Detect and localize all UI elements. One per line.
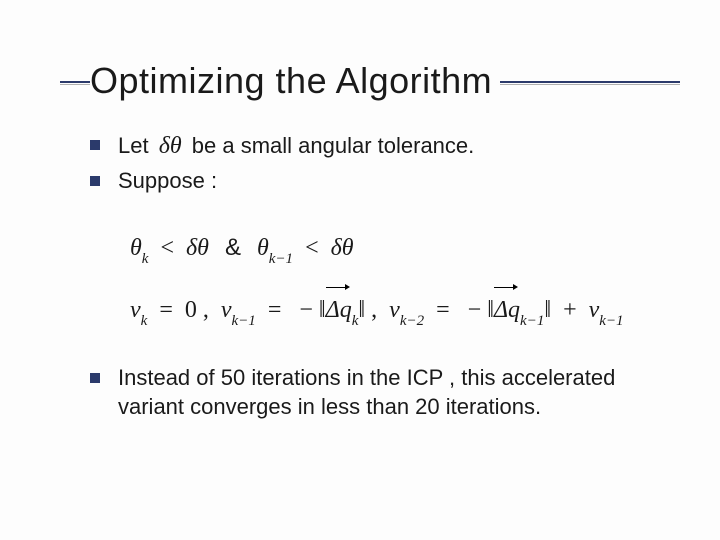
f2-dq1: Δq (326, 297, 352, 323)
bullet1-math: δθ (155, 133, 186, 159)
f2-v2: v (221, 297, 232, 323)
lt-icon: < (154, 235, 180, 261)
comma-icon: , (197, 297, 215, 323)
f2-s4: k−1 (599, 313, 623, 329)
eq-icon: = (262, 297, 288, 323)
f2-v4: v (589, 297, 600, 323)
vector-arrow-icon: Δq (326, 289, 352, 332)
bullet-square-icon (90, 176, 100, 186)
f2-s2: k−1 (232, 313, 256, 329)
formula-row-1: θk < δθ & θk−1 < δθ (130, 226, 660, 271)
formula-row-2: vk = 0, vk−1 = −‖Δqk‖, vk−2 = −‖Δqk−1‖ +… (130, 289, 660, 333)
bullet-list-2: Instead of 50 iterations in the ICP , th… (90, 363, 660, 422)
bullet3-text: Instead of 50 iterations in the ICP , th… (118, 365, 615, 420)
f2-v3: v (389, 297, 400, 323)
f1-theta2: θ (257, 235, 269, 261)
bullet-item-2: Suppose : (90, 166, 660, 196)
eq-icon: = (153, 297, 179, 323)
f1-sub2: k−1 (269, 251, 293, 267)
formula-block: θk < δθ & θk−1 < δθ vk = 0, vk−1 = −‖Δqk… (130, 226, 660, 333)
minus-icon: − (462, 297, 488, 323)
bullet-item-3: Instead of 50 iterations in the ICP , th… (90, 363, 660, 422)
comma-icon: , (365, 297, 383, 323)
f2-s3: k−2 (400, 313, 424, 329)
amp-icon: & (215, 234, 251, 261)
bullet-square-icon (90, 140, 100, 150)
bullet1-post: be a small angular tolerance. (186, 133, 475, 158)
title-wrap: Optimizing the Algorithm (90, 60, 660, 102)
f2-s1: k (141, 313, 148, 329)
norm-close-icon: ‖ (544, 297, 551, 323)
norm-open-icon: ‖ (319, 297, 326, 323)
f1-theta1: θ (130, 235, 142, 261)
f2-dq1s: k (352, 313, 359, 329)
bullet-item-1: Let δθ be a small angular tolerance. (90, 130, 660, 162)
lt-icon: < (299, 235, 325, 261)
bullet-list: Let δθ be a small angular tolerance. Sup… (90, 130, 660, 196)
slide-title: Optimizing the Algorithm (90, 60, 500, 102)
f2-dq2: Δq (494, 297, 520, 323)
f2-dq2s: k−1 (520, 313, 544, 329)
bullet-square-icon (90, 373, 100, 383)
minus-icon: − (293, 297, 319, 323)
f1-sub1: k (142, 251, 149, 267)
norm-open-icon: ‖ (487, 297, 494, 323)
f1-rhs2: δθ (331, 235, 354, 261)
f1-rhs1: δθ (186, 235, 209, 261)
vector-arrow-icon: Δq (494, 289, 520, 332)
plus-icon: + (557, 297, 583, 323)
slide: Optimizing the Algorithm Let δθ be a sma… (0, 0, 720, 540)
f2-v1: v (130, 297, 141, 323)
bullet2-text: Suppose : (118, 168, 217, 193)
eq-icon: = (430, 297, 456, 323)
f2-zero: 0 (185, 297, 197, 323)
bullet1-pre: Let (118, 133, 155, 158)
